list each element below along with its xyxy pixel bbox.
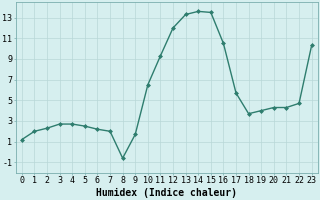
X-axis label: Humidex (Indice chaleur): Humidex (Indice chaleur) (96, 188, 237, 198)
